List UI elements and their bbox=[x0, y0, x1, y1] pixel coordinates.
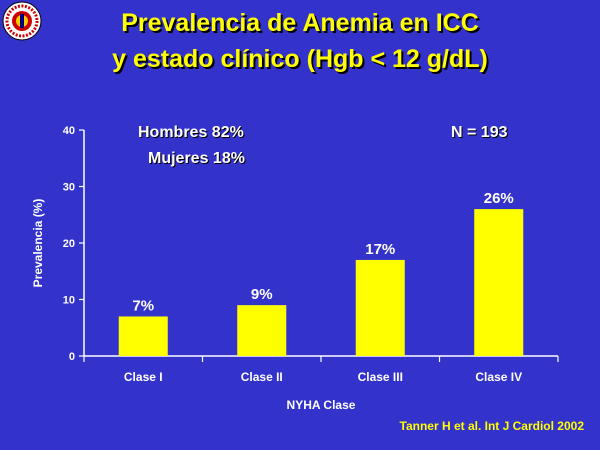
data-label: 26% bbox=[484, 190, 514, 207]
bar bbox=[118, 316, 168, 356]
data-label: 9% bbox=[251, 286, 273, 303]
data-label: 17% bbox=[365, 241, 395, 258]
y-tick-label: 30 bbox=[63, 182, 75, 194]
university-seal-icon bbox=[2, 1, 42, 41]
x-category-label: Clase I bbox=[124, 370, 163, 384]
y-tick-label: 20 bbox=[63, 238, 75, 250]
y-tick-label: 0 bbox=[69, 351, 75, 363]
chart-title-line-2: y estado clínico (Hgb < 12 g/dL) bbox=[112, 45, 488, 73]
chart-title-line-1: Prevalencia de Anemia en ICC bbox=[121, 9, 479, 37]
citation: Tanner H et al. Int J Cardiol 2002 bbox=[399, 419, 585, 433]
y-tick-label: 40 bbox=[63, 125, 75, 137]
bar bbox=[237, 305, 287, 356]
x-category-label: Clase III bbox=[358, 370, 403, 384]
x-category-label: Clase II bbox=[241, 370, 283, 384]
annotation-sample-size: N = 193 bbox=[451, 124, 508, 141]
x-category-label: Clase IV bbox=[475, 370, 522, 384]
y-tick-label: 10 bbox=[63, 295, 75, 307]
y-axis-label: Prevalencia (%) bbox=[31, 199, 45, 288]
data-label: 7% bbox=[132, 297, 154, 314]
x-axis-label: NYHA Clase bbox=[287, 398, 356, 412]
bar bbox=[355, 259, 405, 356]
annotation-mujeres: Mujeres 18% bbox=[148, 150, 245, 167]
annotation-hombres: Hombres 82% bbox=[138, 124, 244, 141]
bar bbox=[474, 209, 524, 356]
